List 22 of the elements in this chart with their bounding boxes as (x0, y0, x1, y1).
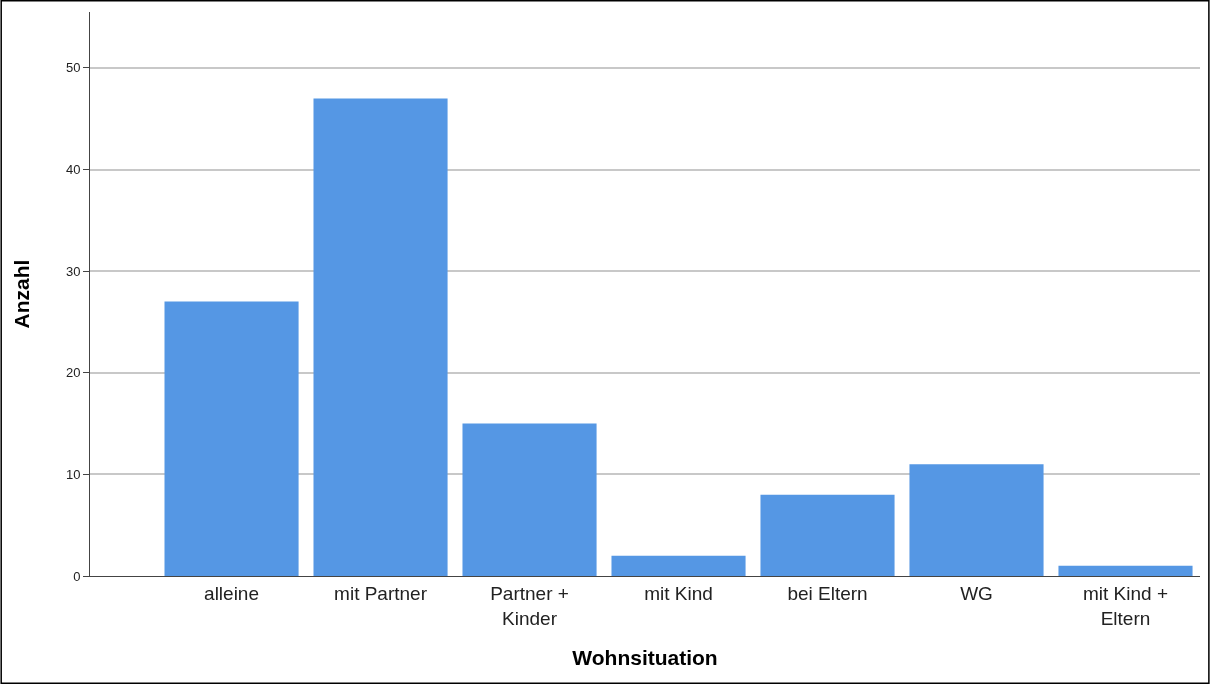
bar (164, 301, 299, 576)
x-tick-label: mit Kind + Eltern (1082, 582, 1169, 629)
y-tick-label: 0 (73, 568, 81, 584)
y-tick-label: 30 (65, 263, 81, 279)
x-tick-label: mit Partner (334, 582, 428, 604)
y-tick-label: 40 (65, 162, 81, 178)
y-tick-label: 50 (65, 60, 81, 76)
y-axis-title: Anzahl (10, 259, 34, 329)
x-tick-label: alleine (204, 582, 260, 604)
x-tick-label: Partner + Kinder (490, 582, 569, 629)
bar (611, 555, 746, 576)
x-tick-label: mit Kind (644, 582, 713, 604)
bar (313, 98, 448, 576)
x-axis-title: Wohnsituation (572, 645, 718, 669)
x-tick-label: WG (960, 582, 993, 604)
bar (760, 494, 895, 576)
y-tick-label: 20 (65, 365, 81, 381)
bar (1058, 565, 1193, 576)
bar (462, 423, 597, 576)
bar (909, 464, 1044, 576)
x-tick-label: bei Eltern (787, 582, 868, 604)
y-tick-label: 10 (65, 466, 81, 482)
